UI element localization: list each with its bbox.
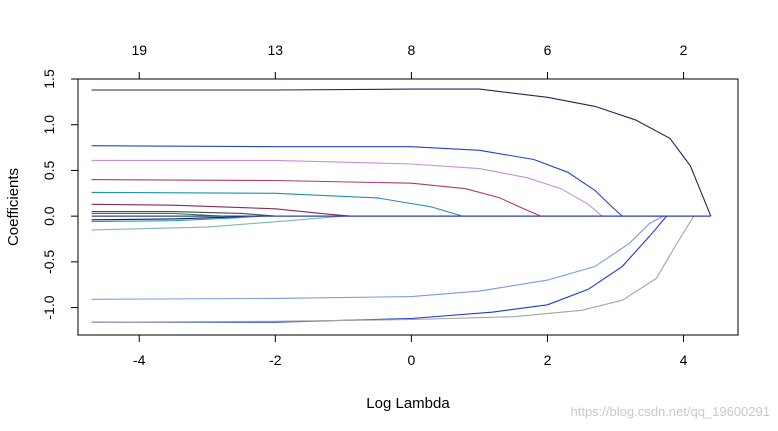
x-tick-label: 2: [544, 352, 552, 368]
coefficient-path-11: [91, 215, 344, 231]
top-tick-label: 8: [408, 42, 416, 58]
x-axis-title: Log Lambda: [366, 395, 450, 412]
coefficient-path-14: [91, 215, 695, 323]
top-axis: 19 13 8 6 2: [131, 42, 688, 79]
y-tick-label: 1.0: [41, 115, 57, 135]
coefficient-path-8: [91, 212, 221, 217]
top-tick-label: 13: [268, 42, 284, 58]
y-tick-label: 0.0: [41, 206, 57, 226]
x-tick-label: -2: [269, 352, 282, 368]
x-axis: -4 -2 0 2 4: [133, 335, 688, 368]
coefficient-path-12: [91, 215, 664, 300]
watermark: https://blog.csdn.net/qq_19600291: [570, 404, 771, 419]
y-axis-title: Coefficients: [5, 168, 22, 246]
coefficient-paths: [91, 88, 712, 323]
x-tick-label: -4: [133, 352, 146, 368]
coefficient-path-6: [91, 203, 351, 217]
top-tick-label: 2: [680, 42, 688, 58]
y-tick-label: 0.5: [41, 160, 57, 180]
coefficient-path-3: [91, 159, 603, 217]
x-tick-label: 4: [680, 352, 688, 368]
coefficient-path-4: [91, 179, 541, 217]
top-tick-label: 19: [131, 42, 147, 58]
y-axis: -1.0 -0.5 0.0 0.5 1.0 1.5: [41, 69, 78, 320]
coefficient-path-9: [91, 215, 262, 221]
coefficient-path-13: [91, 215, 668, 323]
x-tick-label: 0: [408, 352, 416, 368]
coefficient-path-5: [91, 191, 463, 217]
coefficient-path-10: [91, 215, 262, 223]
top-tick-label: 6: [544, 42, 552, 58]
y-tick-label: -0.5: [41, 250, 57, 274]
plot-frame: [77, 78, 739, 336]
coefficient-path-1: [91, 88, 712, 217]
coefficient-path-2: [91, 145, 623, 217]
coefficient-path-7: [91, 211, 276, 217]
y-tick-label: -1.0: [41, 295, 57, 319]
y-tick-label: 1.5: [41, 69, 57, 89]
